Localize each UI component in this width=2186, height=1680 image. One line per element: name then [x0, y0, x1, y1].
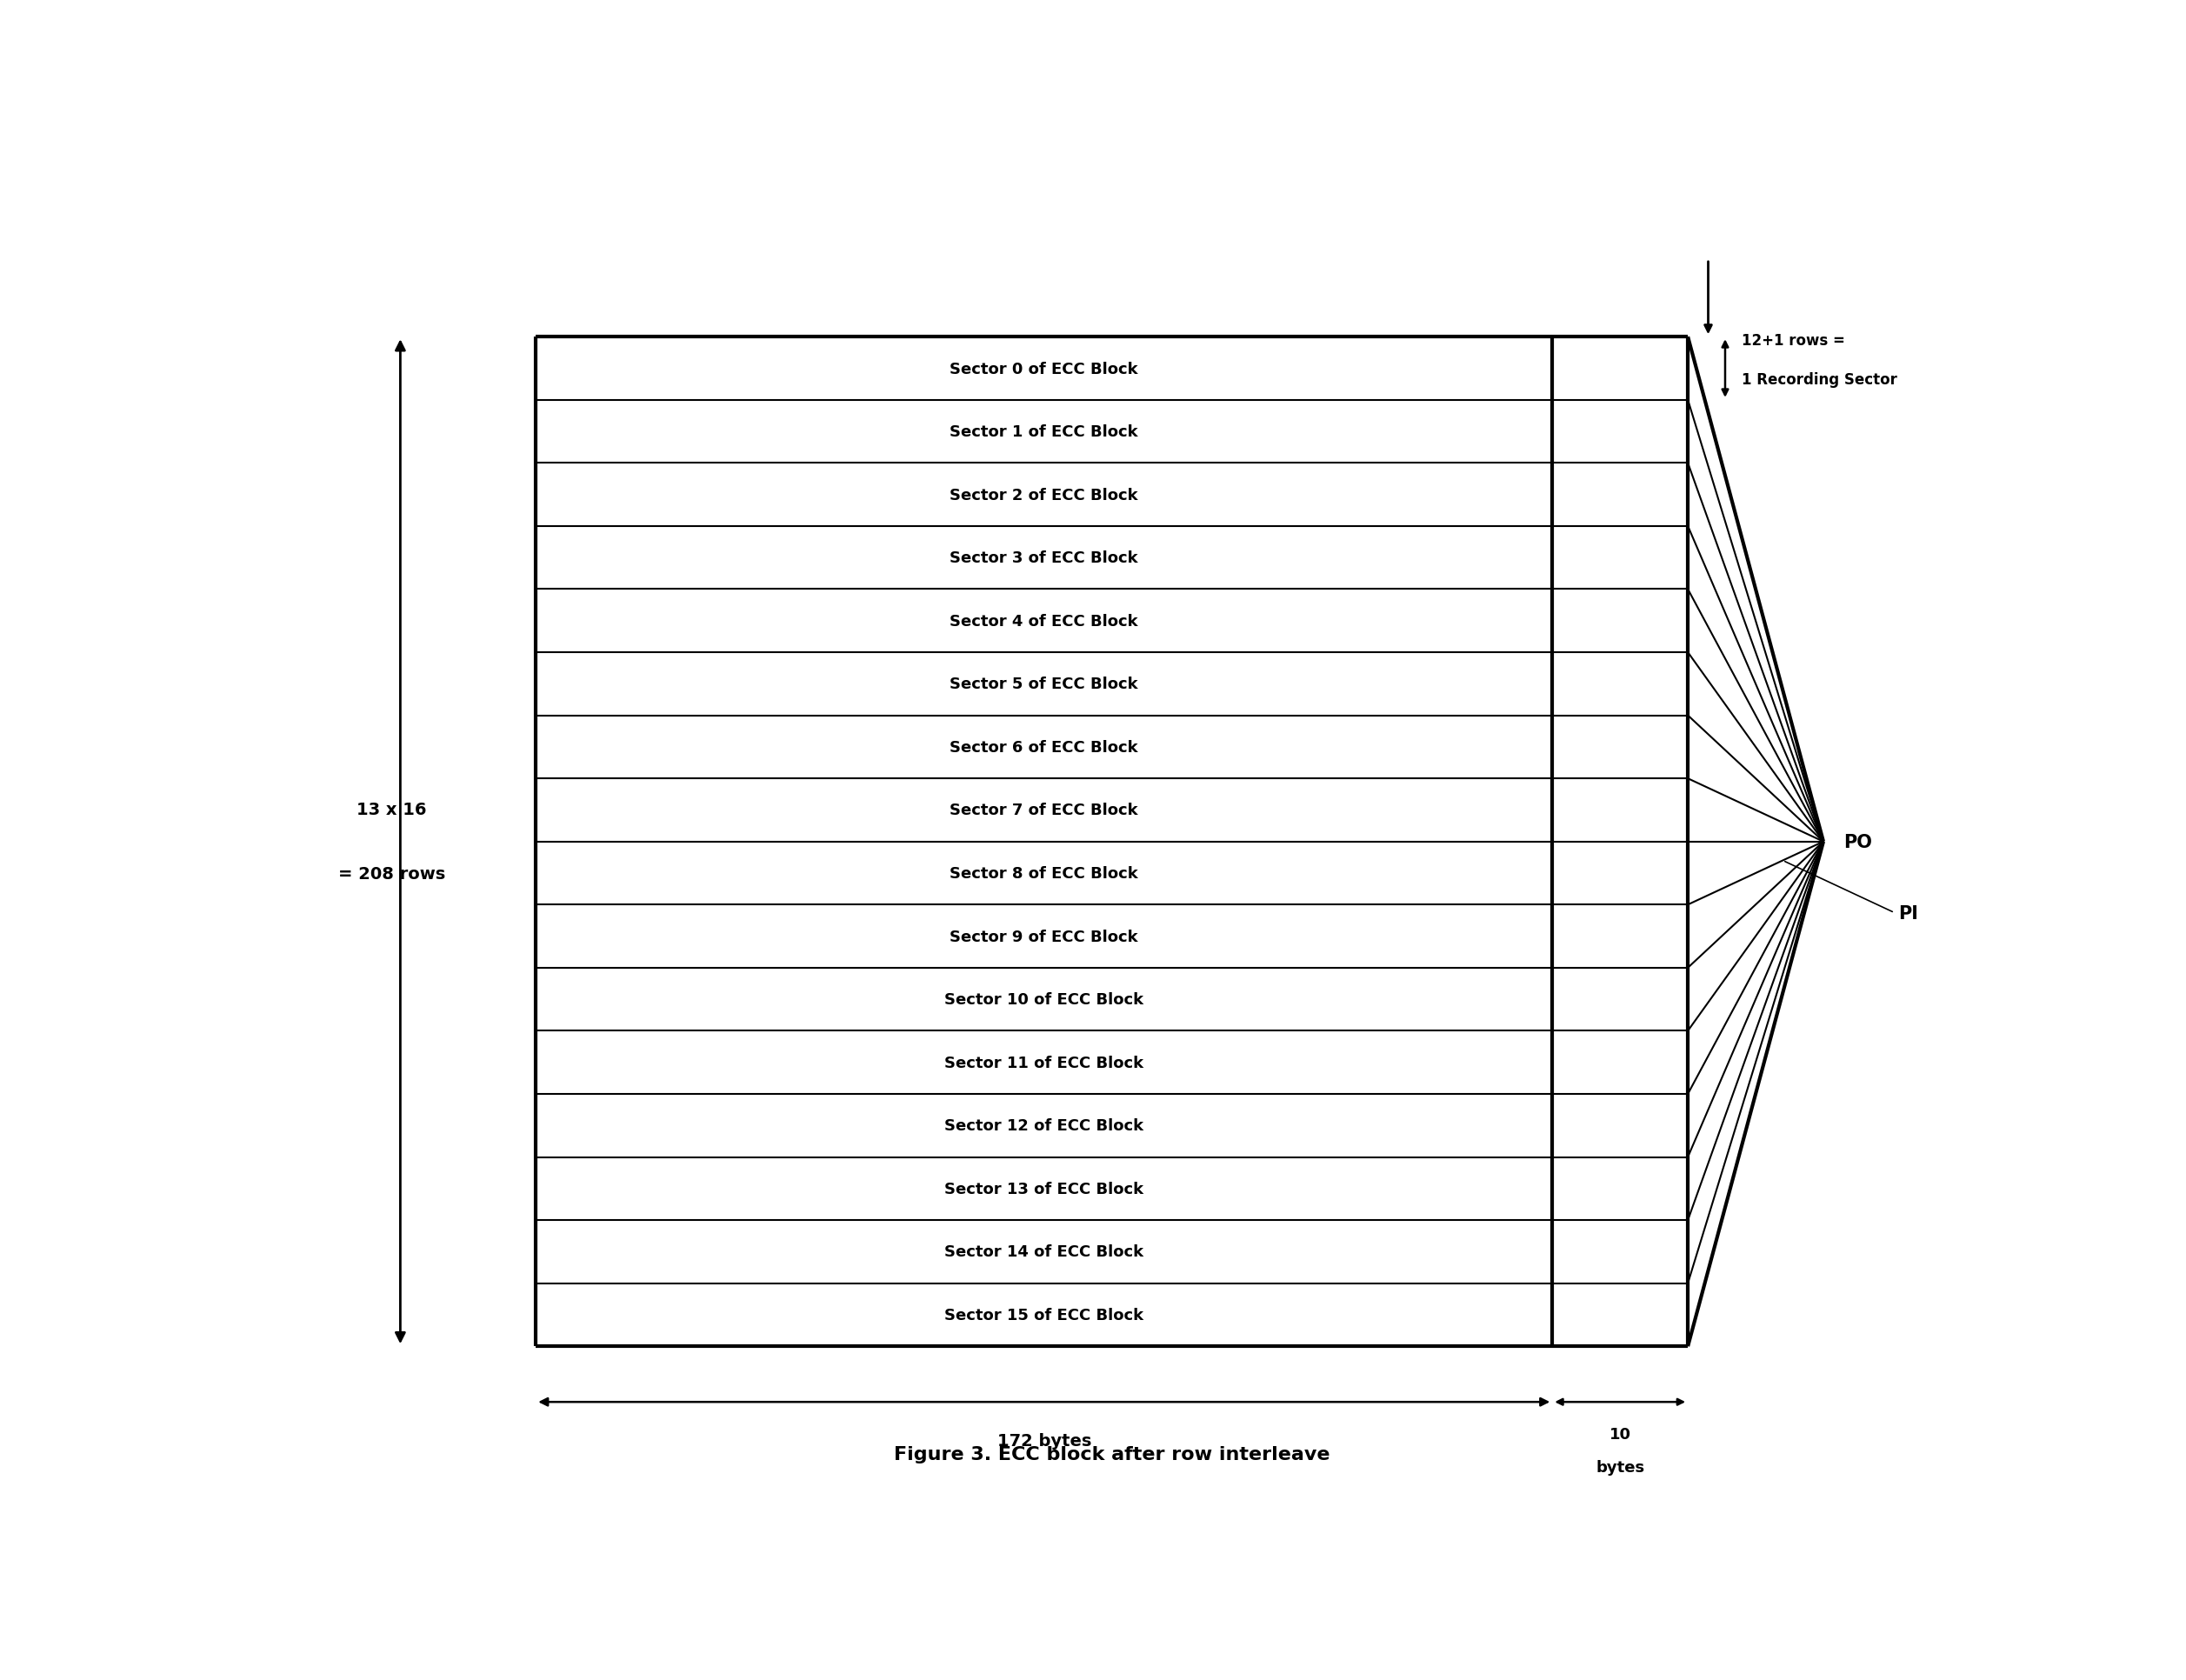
Text: Sector 12 of ECC Block: Sector 12 of ECC Block — [944, 1117, 1143, 1134]
Text: Sector 0 of ECC Block: Sector 0 of ECC Block — [951, 361, 1139, 376]
Text: 12+1 rows =: 12+1 rows = — [1742, 333, 1845, 349]
Text: 13 x 16: 13 x 16 — [356, 801, 426, 818]
Text: Sector 15 of ECC Block: Sector 15 of ECC Block — [944, 1307, 1143, 1322]
Text: bytes: bytes — [1596, 1458, 1644, 1475]
Text: Sector 14 of ECC Block: Sector 14 of ECC Block — [944, 1243, 1143, 1260]
Text: 1 Recording Sector: 1 Recording Sector — [1742, 371, 1897, 388]
Text: Sector 10 of ECC Block: Sector 10 of ECC Block — [944, 991, 1143, 1008]
Text: Sector 6 of ECC Block: Sector 6 of ECC Block — [951, 739, 1139, 754]
Text: Sector 8 of ECC Block: Sector 8 of ECC Block — [951, 865, 1139, 882]
Text: Sector 1 of ECC Block: Sector 1 of ECC Block — [951, 425, 1139, 440]
Text: Sector 9 of ECC Block: Sector 9 of ECC Block — [951, 929, 1139, 944]
Text: PI: PI — [1897, 904, 1917, 922]
Text: Sector 2 of ECC Block: Sector 2 of ECC Block — [951, 487, 1139, 502]
Text: Figure 3. ECC block after row interleave: Figure 3. ECC block after row interleave — [894, 1445, 1329, 1463]
Text: Sector 11 of ECC Block: Sector 11 of ECC Block — [944, 1055, 1143, 1070]
Text: 172 bytes: 172 bytes — [997, 1433, 1091, 1450]
Text: Sector 4 of ECC Block: Sector 4 of ECC Block — [951, 613, 1139, 628]
Text: PO: PO — [1843, 833, 1873, 850]
Text: 10: 10 — [1609, 1426, 1631, 1441]
Text: Sector 5 of ECC Block: Sector 5 of ECC Block — [951, 677, 1139, 692]
Text: Sector 7 of ECC Block: Sector 7 of ECC Block — [951, 803, 1139, 818]
Text: = 208 rows: = 208 rows — [339, 865, 446, 882]
Text: Sector 3 of ECC Block: Sector 3 of ECC Block — [951, 551, 1139, 566]
Text: Sector 13 of ECC Block: Sector 13 of ECC Block — [944, 1181, 1143, 1196]
